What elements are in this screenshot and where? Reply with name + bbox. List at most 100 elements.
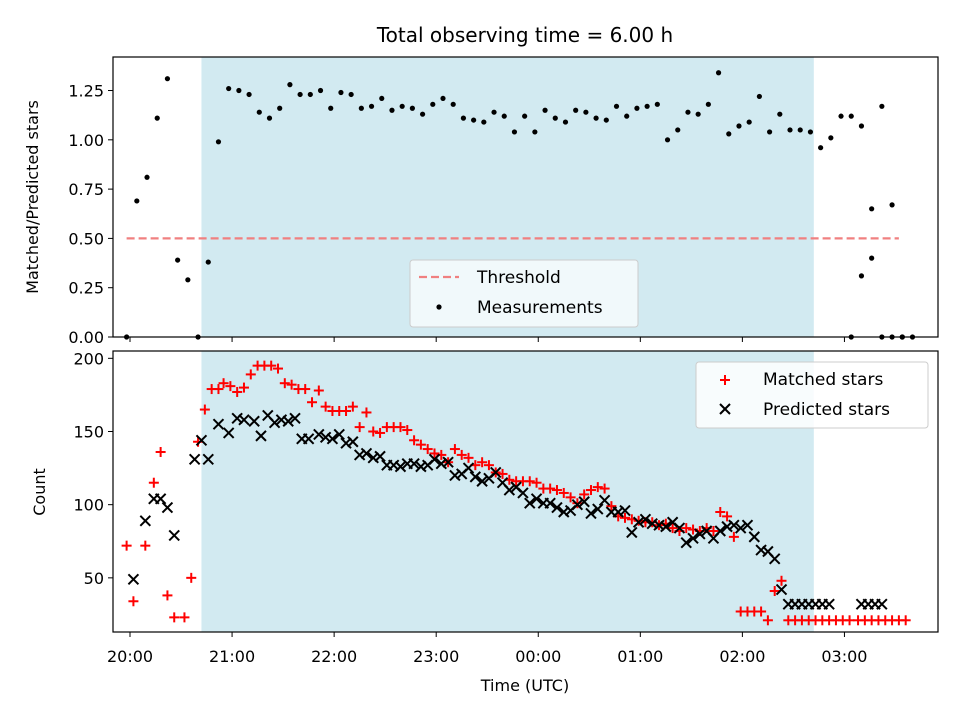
legend-measurements-label: Measurements [477, 298, 603, 318]
bottom-x-tick-label: 22:00 [311, 647, 357, 666]
predicted-star-point [680, 537, 692, 549]
matched-star-point [341, 406, 352, 417]
bottom-legend: Matched stars Predicted stars [695, 361, 929, 429]
predicted-star-point [673, 522, 686, 534]
measurement-point [522, 113, 528, 119]
bottom-y-tick-label: 200 [73, 349, 104, 368]
matched-star-point [722, 511, 733, 522]
measurement-point [266, 115, 273, 121]
measurement-point [328, 105, 334, 111]
measurement-point [705, 101, 711, 107]
predicted-star-point [212, 418, 225, 430]
predicted-star-point [517, 487, 529, 499]
matched-star-point [320, 401, 331, 412]
measurement-point [246, 91, 252, 98]
measurement-point [277, 105, 283, 111]
measurement-point [491, 109, 497, 115]
measurement-point [297, 91, 303, 98]
predicted-star-point [139, 515, 152, 527]
predicted-star-point [768, 553, 781, 565]
predicted-star-point [302, 433, 315, 445]
measurement-point [236, 87, 242, 94]
matched-star-point [279, 378, 290, 389]
top-x-ticks [129, 337, 845, 342]
bottom-y-tick-label: 150 [73, 422, 104, 441]
predicted-star-point [734, 522, 747, 534]
predicted-star-point [598, 494, 611, 506]
predicted-star-point [248, 415, 260, 427]
predicted-star-point [282, 415, 294, 427]
matched-star-point [524, 476, 535, 487]
matched-star-point [708, 526, 719, 537]
predicted-star-point [195, 434, 208, 446]
predicted-star-point [222, 427, 235, 439]
measurement-point [879, 103, 885, 109]
matched-star-point [354, 422, 365, 433]
predicted-star-point [687, 532, 699, 545]
measurement-point [419, 111, 426, 117]
matched-star-point [585, 485, 596, 496]
matched-star-point [606, 501, 617, 512]
measurement-point [164, 76, 171, 82]
matched-star-point [531, 477, 542, 488]
matched-star-point [395, 422, 406, 433]
matched-star-point [728, 531, 739, 542]
matched-star-point [633, 515, 644, 526]
measurement-point [338, 89, 344, 96]
predicted-star-point [544, 497, 556, 509]
measurement-point [889, 202, 895, 208]
predicted-star-point [394, 460, 407, 473]
matched-star-point [572, 498, 583, 509]
matched-star-point [121, 540, 132, 551]
measurement-point [593, 115, 599, 121]
matched-star-point [667, 523, 678, 534]
measurement-point [736, 123, 742, 129]
matched-star-point [266, 360, 277, 371]
bottom-x-tick-label: 00:00 [515, 647, 561, 666]
measurement-point [818, 145, 824, 151]
matched-star-point [415, 439, 426, 450]
matched-star-point [368, 426, 379, 437]
legend-matched-label: Matched stars [763, 370, 883, 390]
predicted-star-point [503, 484, 516, 496]
measurement-point [858, 123, 865, 129]
predicted-star-point [551, 501, 563, 514]
measurement-point [858, 273, 865, 279]
measurement-point [154, 115, 160, 121]
top-y-ticks: 0.00 0.25 0.50 0.75 1.00 1.25 [68, 82, 113, 347]
matched-star-point [776, 575, 787, 586]
bottom-x-tick-label: 23:00 [413, 647, 459, 666]
top-panel: 0.00 0.25 0.50 0.75 1.00 1.25 Matched/Predict… [23, 56, 939, 347]
measurement-point [175, 257, 181, 263]
measurement-point [226, 85, 232, 92]
bottom-axes-frame [112, 350, 939, 633]
measurement-point [358, 105, 364, 111]
top-y-tick-label: 1.00 [68, 131, 104, 150]
matched-star-point [199, 404, 210, 415]
predicted-star-point [823, 598, 835, 610]
measurement-point [634, 105, 640, 111]
matched-star-point [762, 615, 773, 626]
matched-star-point [140, 540, 151, 551]
predicted-star-point [775, 583, 788, 596]
predicted-star-point [469, 471, 482, 483]
matched-star-point [218, 378, 229, 389]
bottom-y-tick-label: 100 [73, 496, 104, 515]
top-y-tick-label: 0.25 [68, 279, 104, 298]
matched-star-point [186, 572, 197, 583]
measurement-point [307, 91, 313, 98]
predicted-star-point [313, 428, 325, 441]
bottom-x-tick-label: 21:00 [209, 647, 255, 666]
top-legend: Threshold Measurements [409, 259, 639, 328]
predicted-star-point [524, 497, 536, 509]
measurement-point [542, 107, 548, 113]
measurement-point [256, 109, 262, 115]
predicted-star-point [741, 519, 754, 531]
bottom-x-tick-label: 03:00 [821, 647, 867, 666]
matched-star-point [558, 487, 569, 498]
matched-star-point [128, 596, 139, 607]
top-y-tick-label: 0.00 [68, 328, 104, 347]
matched-star-point [579, 489, 590, 500]
matched-star-point [273, 363, 283, 374]
